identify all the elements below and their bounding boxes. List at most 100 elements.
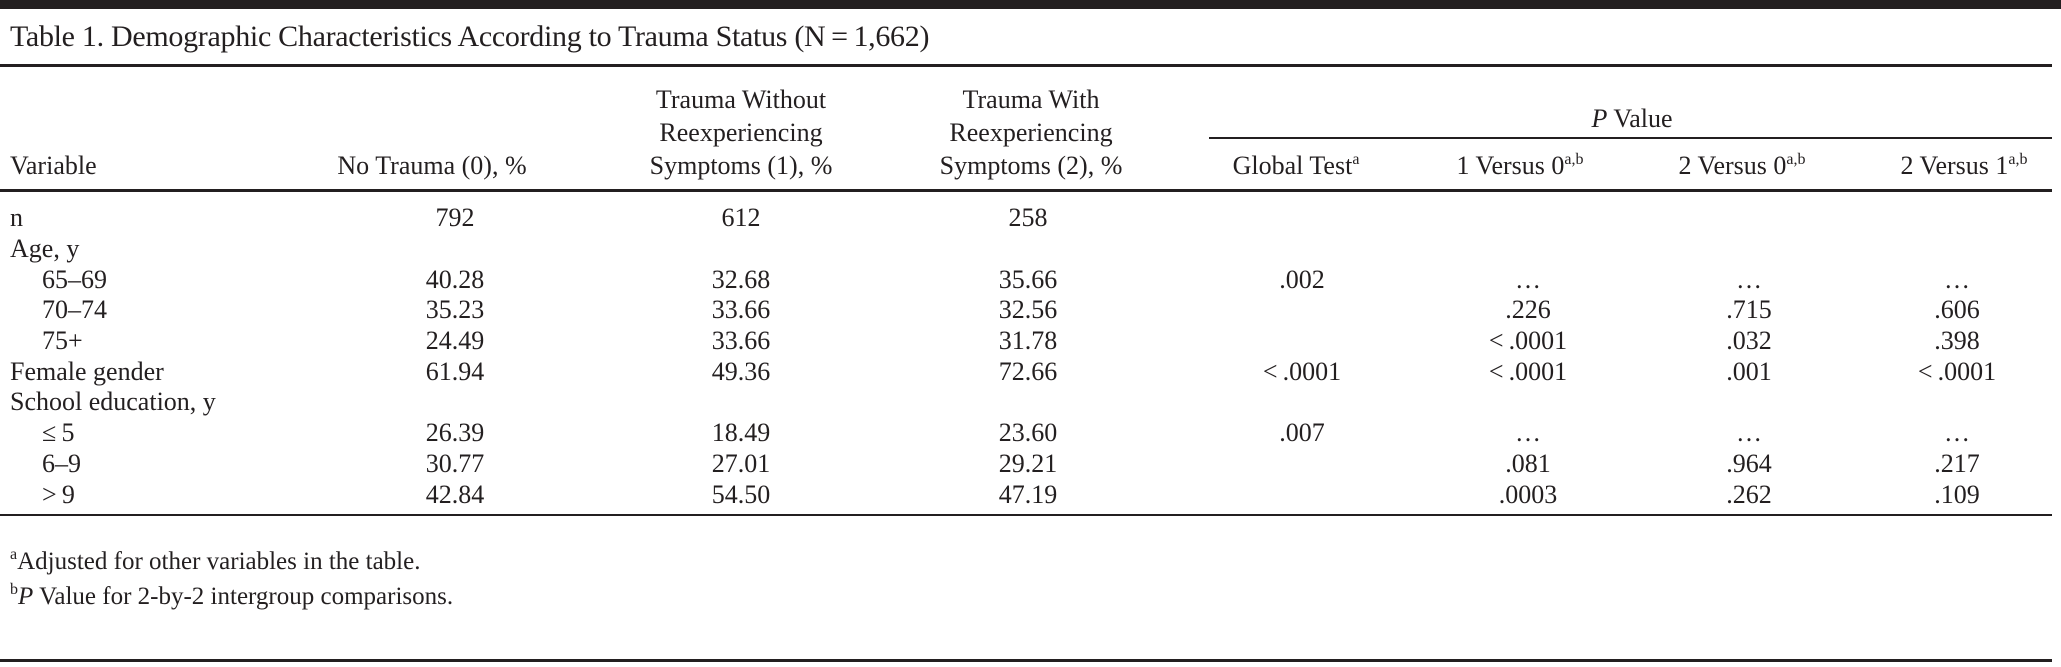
cell-2-vs-1: … (1944, 264, 1970, 294)
p-value-rest: Value (1607, 104, 1673, 133)
header-trauma-with-3: Symptoms (2), % (939, 151, 1123, 180)
header-global-test: Global Testa (1233, 150, 1360, 182)
cell-global-test (1184, 203, 1420, 234)
cell-variable: Age, y (10, 234, 80, 264)
cell-2-vs-0: .032 (1726, 326, 1772, 356)
cell-variable: 75+ (42, 326, 83, 356)
table-row: Age, y (0, 234, 2052, 265)
header-no-trauma: No Trauma (0), % (337, 151, 527, 180)
table-row: n 792 612 258 (0, 203, 2052, 234)
cell-global-test (1184, 387, 1420, 418)
cell-trauma-with: 32.56 (998, 295, 1058, 325)
cell-2-vs-0: .964 (1726, 448, 1772, 478)
table-row: ≤ 5 26.39 18.49 23.60.007……… (0, 418, 2052, 449)
cell-1-vs-0: < .0001 (1488, 356, 1568, 386)
cell-variable: 6–9 (42, 448, 81, 478)
end-rule (0, 659, 2052, 662)
header-trauma-without-1: Trauma Without (655, 85, 827, 114)
table-row: School education, y (0, 387, 2052, 418)
cell-2-vs-1: .109 (1934, 479, 1980, 509)
header-label: 2 Versus 0 (1678, 151, 1787, 180)
cell-trauma-without (610, 387, 872, 418)
table-title: Table 1. Demographic Characteristics Acc… (10, 20, 930, 53)
cell-2-vs-0: .262 (1726, 479, 1772, 509)
cell-2-vs-0 (1636, 234, 1862, 265)
cell-1-vs-0: … (1515, 264, 1541, 294)
header-p-value: P Value (1591, 103, 1672, 135)
cell-global-test (1184, 449, 1420, 480)
header-label: 2 Versus 1 (1900, 151, 2009, 180)
table-bottom-rule (0, 514, 2052, 516)
table-row: 70–74 35.23 33.66 32.56 .226 .715 .606 (0, 295, 2052, 326)
cell-1-vs-0: < .0001 (1488, 326, 1568, 356)
header-2-vs-0: 2 Versus 0a,b (1679, 150, 1806, 182)
cell-no-trauma: 42.84 (425, 479, 485, 509)
table-body: n 792 612 258 Age, y 65–69 40.28 32.68 35.66 .002… (0, 203, 2052, 510)
footnote-a: aAdjusted for other variables in the tab… (10, 547, 421, 576)
cell-trauma-without: 32.68 (711, 264, 771, 294)
cell-trauma-with: 72.66 (998, 356, 1058, 386)
header-2-vs-1: 2 Versus 1a,b (1901, 150, 2028, 182)
cell-global-test (1184, 295, 1420, 326)
cell-2-vs-1 (1862, 387, 2052, 418)
data-table: n 792 612 258 Age, y 65–69 40.28 32.68 35.66 .002… (0, 203, 2052, 510)
cell-1-vs-0: … (1515, 418, 1541, 448)
cell-2-vs-0 (1636, 387, 1862, 418)
table-row: 65–69 40.28 32.68 35.66.002……… (0, 264, 2052, 295)
footnote-mark: b (10, 581, 18, 598)
cell-1-vs-0: .0003 (1498, 479, 1558, 509)
table-row: Female gender 61.94 49.36 72.66 < .0001 < .00… (0, 356, 2052, 387)
cell-trauma-without: 18.49 (711, 418, 771, 448)
cell-no-trauma: 24.49 (425, 326, 485, 356)
header-trauma-with-2: Reexperiencing (949, 118, 1113, 147)
cell-no-trauma: 30.77 (425, 448, 485, 478)
p-italic: P (1591, 104, 1608, 133)
cell-1-vs-0: .081 (1505, 448, 1551, 478)
cell-no-trauma (300, 234, 610, 265)
cell-variable: n (10, 203, 23, 233)
cell-global-test: .002 (1279, 264, 1325, 294)
cell-trauma-with: 35.66 (998, 264, 1058, 294)
cell-no-trauma: 26.39 (425, 418, 485, 448)
cell-trauma-without (610, 234, 872, 265)
table-row: 75+ 24.49 33.66 31.78 < .0001 .032 .398 (0, 326, 2052, 357)
cell-variable: 70–74 (42, 295, 107, 325)
cell-global-test: .007 (1279, 418, 1325, 448)
cell-trauma-with (872, 234, 1184, 265)
cell-variable: > 9 (42, 479, 75, 509)
header-trauma-without-2: Reexperiencing (659, 118, 823, 147)
cell-no-trauma (300, 387, 610, 418)
header-label: Global Test (1232, 151, 1353, 180)
header-rule (0, 189, 2052, 192)
cell-1-vs-0 (1420, 203, 1636, 234)
p-italic: P (18, 583, 34, 610)
cell-2-vs-1: .217 (1934, 448, 1980, 478)
header-label: 1 Versus 0 (1456, 151, 1565, 180)
footnote-mark: a,b (1786, 151, 1806, 168)
title-rule (0, 64, 2052, 67)
cell-trauma-without: 49.36 (711, 356, 771, 386)
footnote-text: Adjusted for other variables in the tabl… (17, 548, 421, 575)
cell-variable: School education, y (10, 387, 216, 417)
cell-variable: Female gender (10, 356, 164, 386)
cell-trauma-without: 33.66 (711, 295, 771, 325)
cell-global-test: < .0001 (1262, 356, 1342, 386)
cell-2-vs-1: < .0001 (1917, 356, 1997, 386)
cell-2-vs-0 (1636, 203, 1862, 234)
cell-no-trauma: 35.23 (425, 295, 485, 325)
cell-2-vs-0: … (1736, 418, 1762, 448)
cell-2-vs-1 (1862, 234, 2052, 265)
cell-1-vs-0: .226 (1505, 295, 1551, 325)
cell-2-vs-0: .715 (1726, 295, 1772, 325)
cell-2-vs-1: .398 (1934, 326, 1980, 356)
footnote-mark: a,b (2008, 151, 2028, 168)
cell-1-vs-0 (1420, 234, 1636, 265)
footnote-b: bP Value for 2-by-2 intergroup compariso… (10, 581, 453, 611)
cell-2-vs-1: … (1944, 418, 1970, 448)
footnote-mark: a (1352, 151, 1360, 168)
cell-trauma-without: 54.50 (711, 479, 771, 509)
cell-no-trauma: 61.94 (425, 356, 485, 386)
cell-trauma-with: 47.19 (998, 479, 1058, 509)
cell-trauma-without: 33.66 (711, 326, 771, 356)
cell-2-vs-0: … (1736, 264, 1762, 294)
